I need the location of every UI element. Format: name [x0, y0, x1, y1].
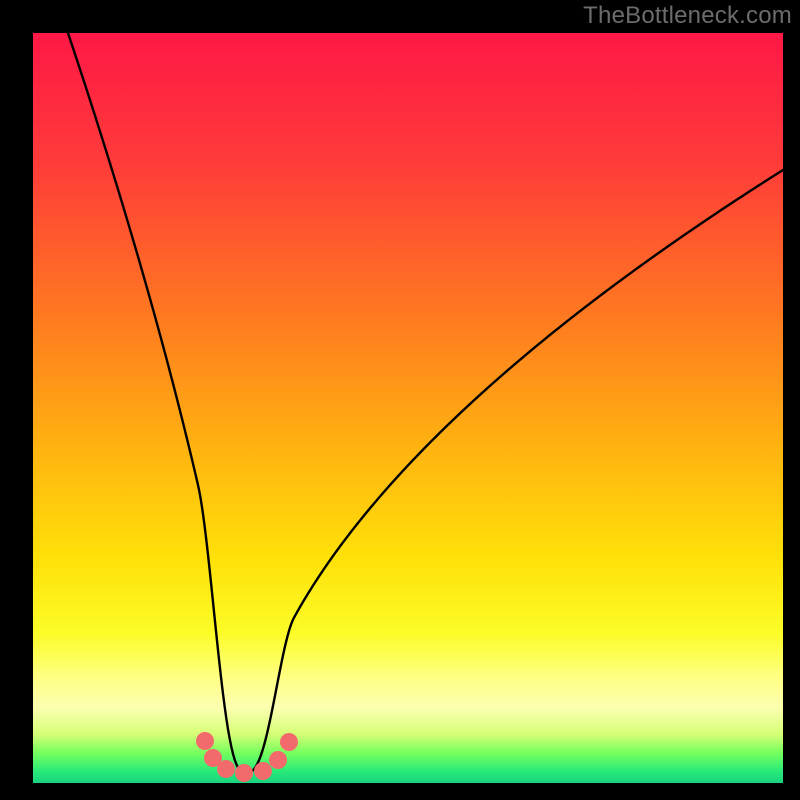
valley-marker [235, 764, 253, 782]
bottleneck-chart [0, 0, 800, 800]
valley-marker [254, 762, 272, 780]
valley-marker [269, 751, 287, 769]
valley-marker [217, 760, 235, 778]
valley-marker [280, 733, 298, 751]
plot-gradient-background [33, 33, 783, 783]
valley-marker [196, 732, 214, 750]
watermark-text: TheBottleneck.com [583, 2, 792, 30]
